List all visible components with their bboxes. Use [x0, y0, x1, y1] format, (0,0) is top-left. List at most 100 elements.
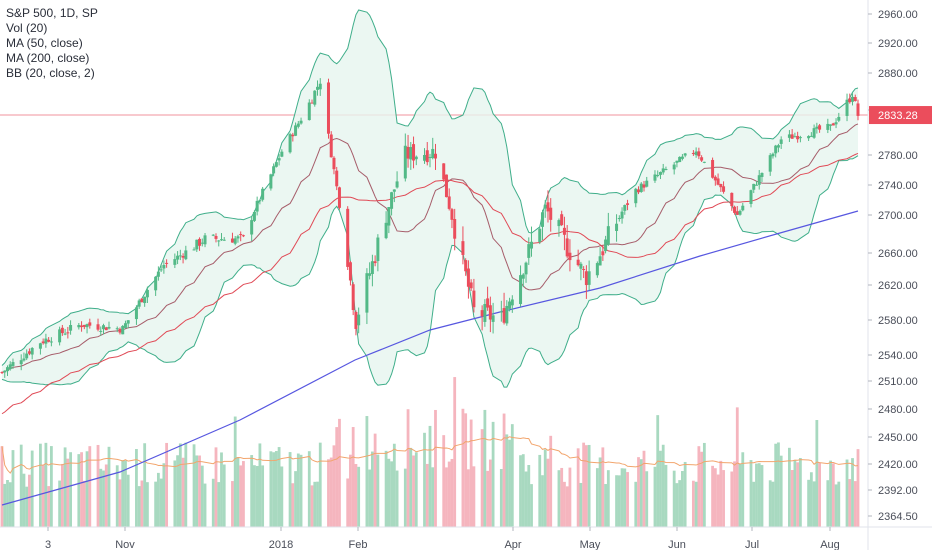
candle-body[interactable] [310, 102, 314, 104]
candle-body[interactable] [156, 271, 160, 277]
candle-body[interactable] [796, 135, 800, 140]
candle-body[interactable] [423, 154, 427, 161]
candle-body[interactable] [524, 262, 528, 275]
candle-body[interactable] [233, 238, 237, 244]
legend-symbol[interactable]: S&P 500, 1D, SP [6, 6, 98, 20]
candle-body[interactable] [546, 202, 550, 212]
candle-body[interactable] [752, 183, 756, 190]
candle-body[interactable] [162, 265, 166, 269]
bollinger-basis-line[interactable] [1, 123, 859, 373]
legend-ma50[interactable]: MA (50, close) [6, 36, 83, 50]
candle-body[interactable] [560, 214, 564, 226]
candle-body[interactable] [486, 298, 490, 308]
candle-body[interactable] [826, 123, 830, 130]
candle-body[interactable] [192, 249, 196, 251]
candle-body[interactable] [771, 153, 775, 157]
candle-body[interactable] [579, 263, 583, 269]
candle-body[interactable] [291, 134, 295, 137]
candle-body[interactable] [329, 134, 333, 158]
candle-body[interactable] [307, 102, 311, 121]
candle-body[interactable] [678, 156, 682, 163]
candle-body[interactable] [159, 269, 163, 271]
candle-body[interactable] [288, 134, 292, 153]
candle-body[interactable] [453, 219, 457, 239]
candle-body[interactable] [140, 298, 144, 303]
candle-body[interactable] [601, 251, 605, 256]
candle-body[interactable] [25, 353, 29, 359]
candle-body[interactable] [680, 156, 684, 159]
candle-body[interactable] [47, 339, 51, 342]
candle-body[interactable] [250, 220, 254, 235]
candle-body[interactable] [173, 259, 177, 265]
candle-body[interactable] [444, 174, 448, 198]
candle-body[interactable] [30, 347, 34, 355]
candle-body[interactable] [60, 327, 64, 334]
candle-body[interactable] [798, 137, 802, 139]
candle-body[interactable] [499, 311, 503, 313]
candle-body[interactable] [99, 330, 103, 332]
candle-body[interactable] [121, 326, 125, 335]
candle-body[interactable] [735, 211, 739, 215]
candle-body[interactable] [431, 148, 435, 159]
candle-body[interactable] [165, 262, 169, 264]
candle-body[interactable] [483, 304, 487, 322]
candle-body[interactable] [656, 174, 660, 176]
candle-body[interactable] [450, 209, 454, 220]
candle-body[interactable] [540, 212, 544, 227]
candle-body[interactable] [27, 351, 31, 354]
candle-body[interactable] [269, 174, 273, 189]
candle-body[interactable] [357, 314, 361, 326]
candle-body[interactable] [565, 238, 569, 257]
candle-body[interactable] [77, 325, 81, 328]
candle-body[interactable] [702, 161, 706, 163]
candle-body[interactable] [831, 123, 835, 126]
candle-body[interactable] [296, 123, 300, 127]
candle-body[interactable] [351, 284, 355, 311]
candle-body[interactable] [469, 282, 473, 289]
candle-body[interactable] [617, 218, 621, 220]
candle-body[interactable] [521, 274, 525, 279]
candle-body[interactable] [118, 328, 122, 333]
candle-body[interactable] [134, 307, 138, 320]
candle-body[interactable] [337, 187, 341, 208]
candle-body[interactable] [664, 169, 668, 171]
candle-body[interactable] [409, 147, 413, 160]
candle-body[interactable] [466, 268, 470, 287]
candle-body[interactable] [480, 310, 484, 317]
candle-body[interactable] [44, 338, 48, 344]
ma50-line[interactable] [1, 152, 859, 415]
candle-body[interactable] [604, 239, 608, 252]
candle-body[interactable] [11, 362, 15, 366]
candle-body[interactable] [299, 120, 303, 124]
candle-body[interactable] [697, 151, 701, 157]
candle-body[interactable] [387, 207, 391, 226]
candle-body[interactable] [219, 239, 223, 241]
candle-body[interactable] [749, 190, 753, 204]
candle-body[interactable] [774, 145, 778, 154]
candle-body[interactable] [757, 175, 761, 185]
candle-body[interactable] [557, 220, 561, 227]
candle-body[interactable] [776, 145, 780, 148]
candle-body[interactable] [549, 207, 553, 220]
candle-body[interactable] [104, 327, 108, 331]
candle-body[interactable] [406, 146, 410, 159]
candle-body[interactable] [741, 205, 745, 211]
candle-body[interactable] [252, 211, 256, 221]
candle-body[interactable] [82, 324, 86, 327]
candle-body[interactable] [637, 189, 641, 193]
candle-body[interactable] [428, 157, 432, 159]
candle-body[interactable] [66, 332, 70, 334]
candle-body[interactable] [384, 222, 388, 239]
candle-body[interactable] [658, 172, 662, 175]
candle-body[interactable] [354, 311, 358, 329]
candle-body[interactable] [222, 239, 226, 241]
candle-body[interactable] [645, 180, 649, 187]
candle-body[interactable] [145, 289, 149, 298]
candle-body[interactable] [733, 206, 737, 213]
candle-body[interactable] [214, 235, 218, 239]
candle-body[interactable] [236, 236, 240, 239]
candle-body[interactable] [272, 166, 276, 174]
candle-body[interactable] [620, 211, 624, 219]
candle-body[interactable] [241, 235, 245, 237]
